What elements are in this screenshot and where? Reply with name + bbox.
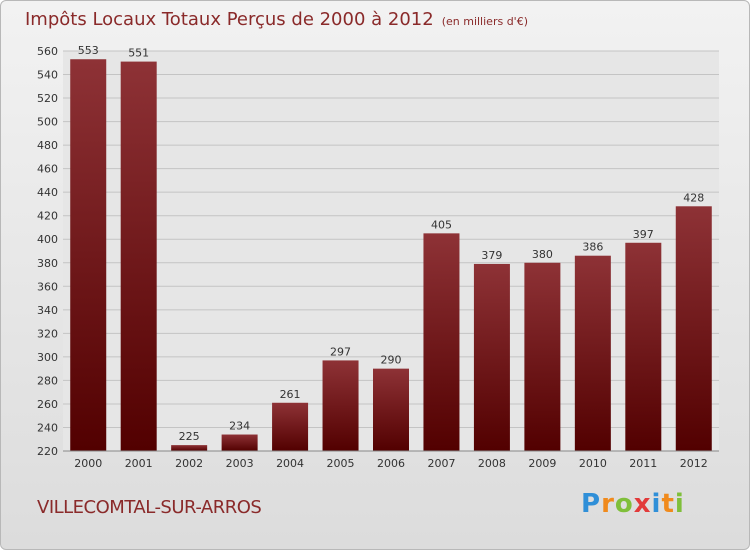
- y-tick-label: 500: [37, 116, 58, 129]
- value-label-2003: 234: [229, 420, 250, 433]
- bar-2010: [574, 255, 611, 451]
- value-label-2007: 405: [431, 218, 452, 231]
- y-tick-label: 280: [37, 374, 58, 387]
- logo-letter: x: [633, 489, 652, 519]
- bar-2006: [373, 368, 409, 451]
- y-tick-label: 440: [37, 186, 58, 199]
- value-label-2002: 225: [179, 430, 200, 443]
- x-tick-label-2011: 2011: [629, 457, 657, 470]
- y-tick-label: 260: [37, 398, 58, 411]
- bar-2002: [171, 445, 208, 451]
- bar-2004: [272, 402, 309, 451]
- y-tick-label: 300: [37, 351, 58, 364]
- value-label-2006: 290: [381, 354, 402, 367]
- x-tick-label-2010: 2010: [579, 457, 607, 470]
- proxiti-logo: Proxiti: [581, 489, 685, 519]
- y-tick-label: 540: [37, 69, 58, 82]
- value-label-2001: 551: [128, 47, 149, 60]
- logo-letter: i: [674, 489, 685, 519]
- value-label-2000: 553: [78, 44, 99, 57]
- y-tick-label: 220: [37, 445, 58, 458]
- value-label-2010: 386: [582, 241, 603, 254]
- logo-letter: P: [581, 489, 602, 519]
- title-subtitle: (en milliers d'€): [441, 15, 528, 28]
- logo-letter: r: [601, 489, 615, 519]
- bar-2009: [524, 262, 561, 451]
- value-label-2004: 261: [280, 388, 301, 401]
- x-tick-label-2006: 2006: [377, 457, 405, 470]
- x-tick-label-2005: 2005: [327, 457, 355, 470]
- value-label-2008: 379: [481, 249, 502, 262]
- bar-2011: [625, 242, 662, 451]
- y-tick-label: 240: [37, 421, 58, 434]
- y-tick-label: 380: [37, 257, 58, 270]
- x-tick-label-2008: 2008: [478, 457, 506, 470]
- logo-letter: t: [661, 489, 675, 519]
- bar-2007: [423, 233, 460, 451]
- chart-title: Impôts Locaux Totaux Perçus de 2000 à 20…: [25, 9, 528, 30]
- x-tick-label-2012: 2012: [680, 457, 708, 470]
- y-tick-label: 480: [37, 139, 58, 152]
- bar-2012: [675, 206, 712, 451]
- y-tick-label: 340: [37, 304, 58, 317]
- x-tick-label-2009: 2009: [528, 457, 556, 470]
- x-tick-label-2001: 2001: [125, 457, 153, 470]
- bar-2000: [70, 59, 107, 452]
- y-tick-label: 520: [37, 92, 58, 105]
- bar-2003: [221, 434, 258, 451]
- y-tick-label: 360: [37, 280, 58, 293]
- y-tick-label: 420: [37, 210, 58, 223]
- city-name: VILLECOMTAL-SUR-ARROS: [37, 497, 262, 518]
- bar-2008: [473, 263, 510, 451]
- bar-2001: [120, 61, 157, 452]
- logo-letter: o: [614, 489, 634, 519]
- bar-2005: [322, 360, 359, 451]
- y-tick-label: 560: [37, 45, 58, 58]
- x-tick-label-2007: 2007: [427, 457, 455, 470]
- y-tick-label: 400: [37, 233, 58, 246]
- x-tick-label-2004: 2004: [276, 457, 304, 470]
- value-label-2012: 428: [683, 191, 704, 204]
- x-tick-label-2000: 2000: [74, 457, 102, 470]
- value-label-2011: 397: [633, 228, 654, 241]
- value-label-2005: 297: [330, 345, 351, 358]
- x-tick-label-2002: 2002: [175, 457, 203, 470]
- value-label-2009: 380: [532, 248, 553, 261]
- y-tick-label: 460: [37, 163, 58, 176]
- logo-letter: i: [651, 489, 662, 519]
- y-tick-label: 320: [37, 327, 58, 340]
- title-text: Impôts Locaux Totaux Perçus de 2000 à 20…: [25, 9, 434, 30]
- x-tick-label-2003: 2003: [226, 457, 254, 470]
